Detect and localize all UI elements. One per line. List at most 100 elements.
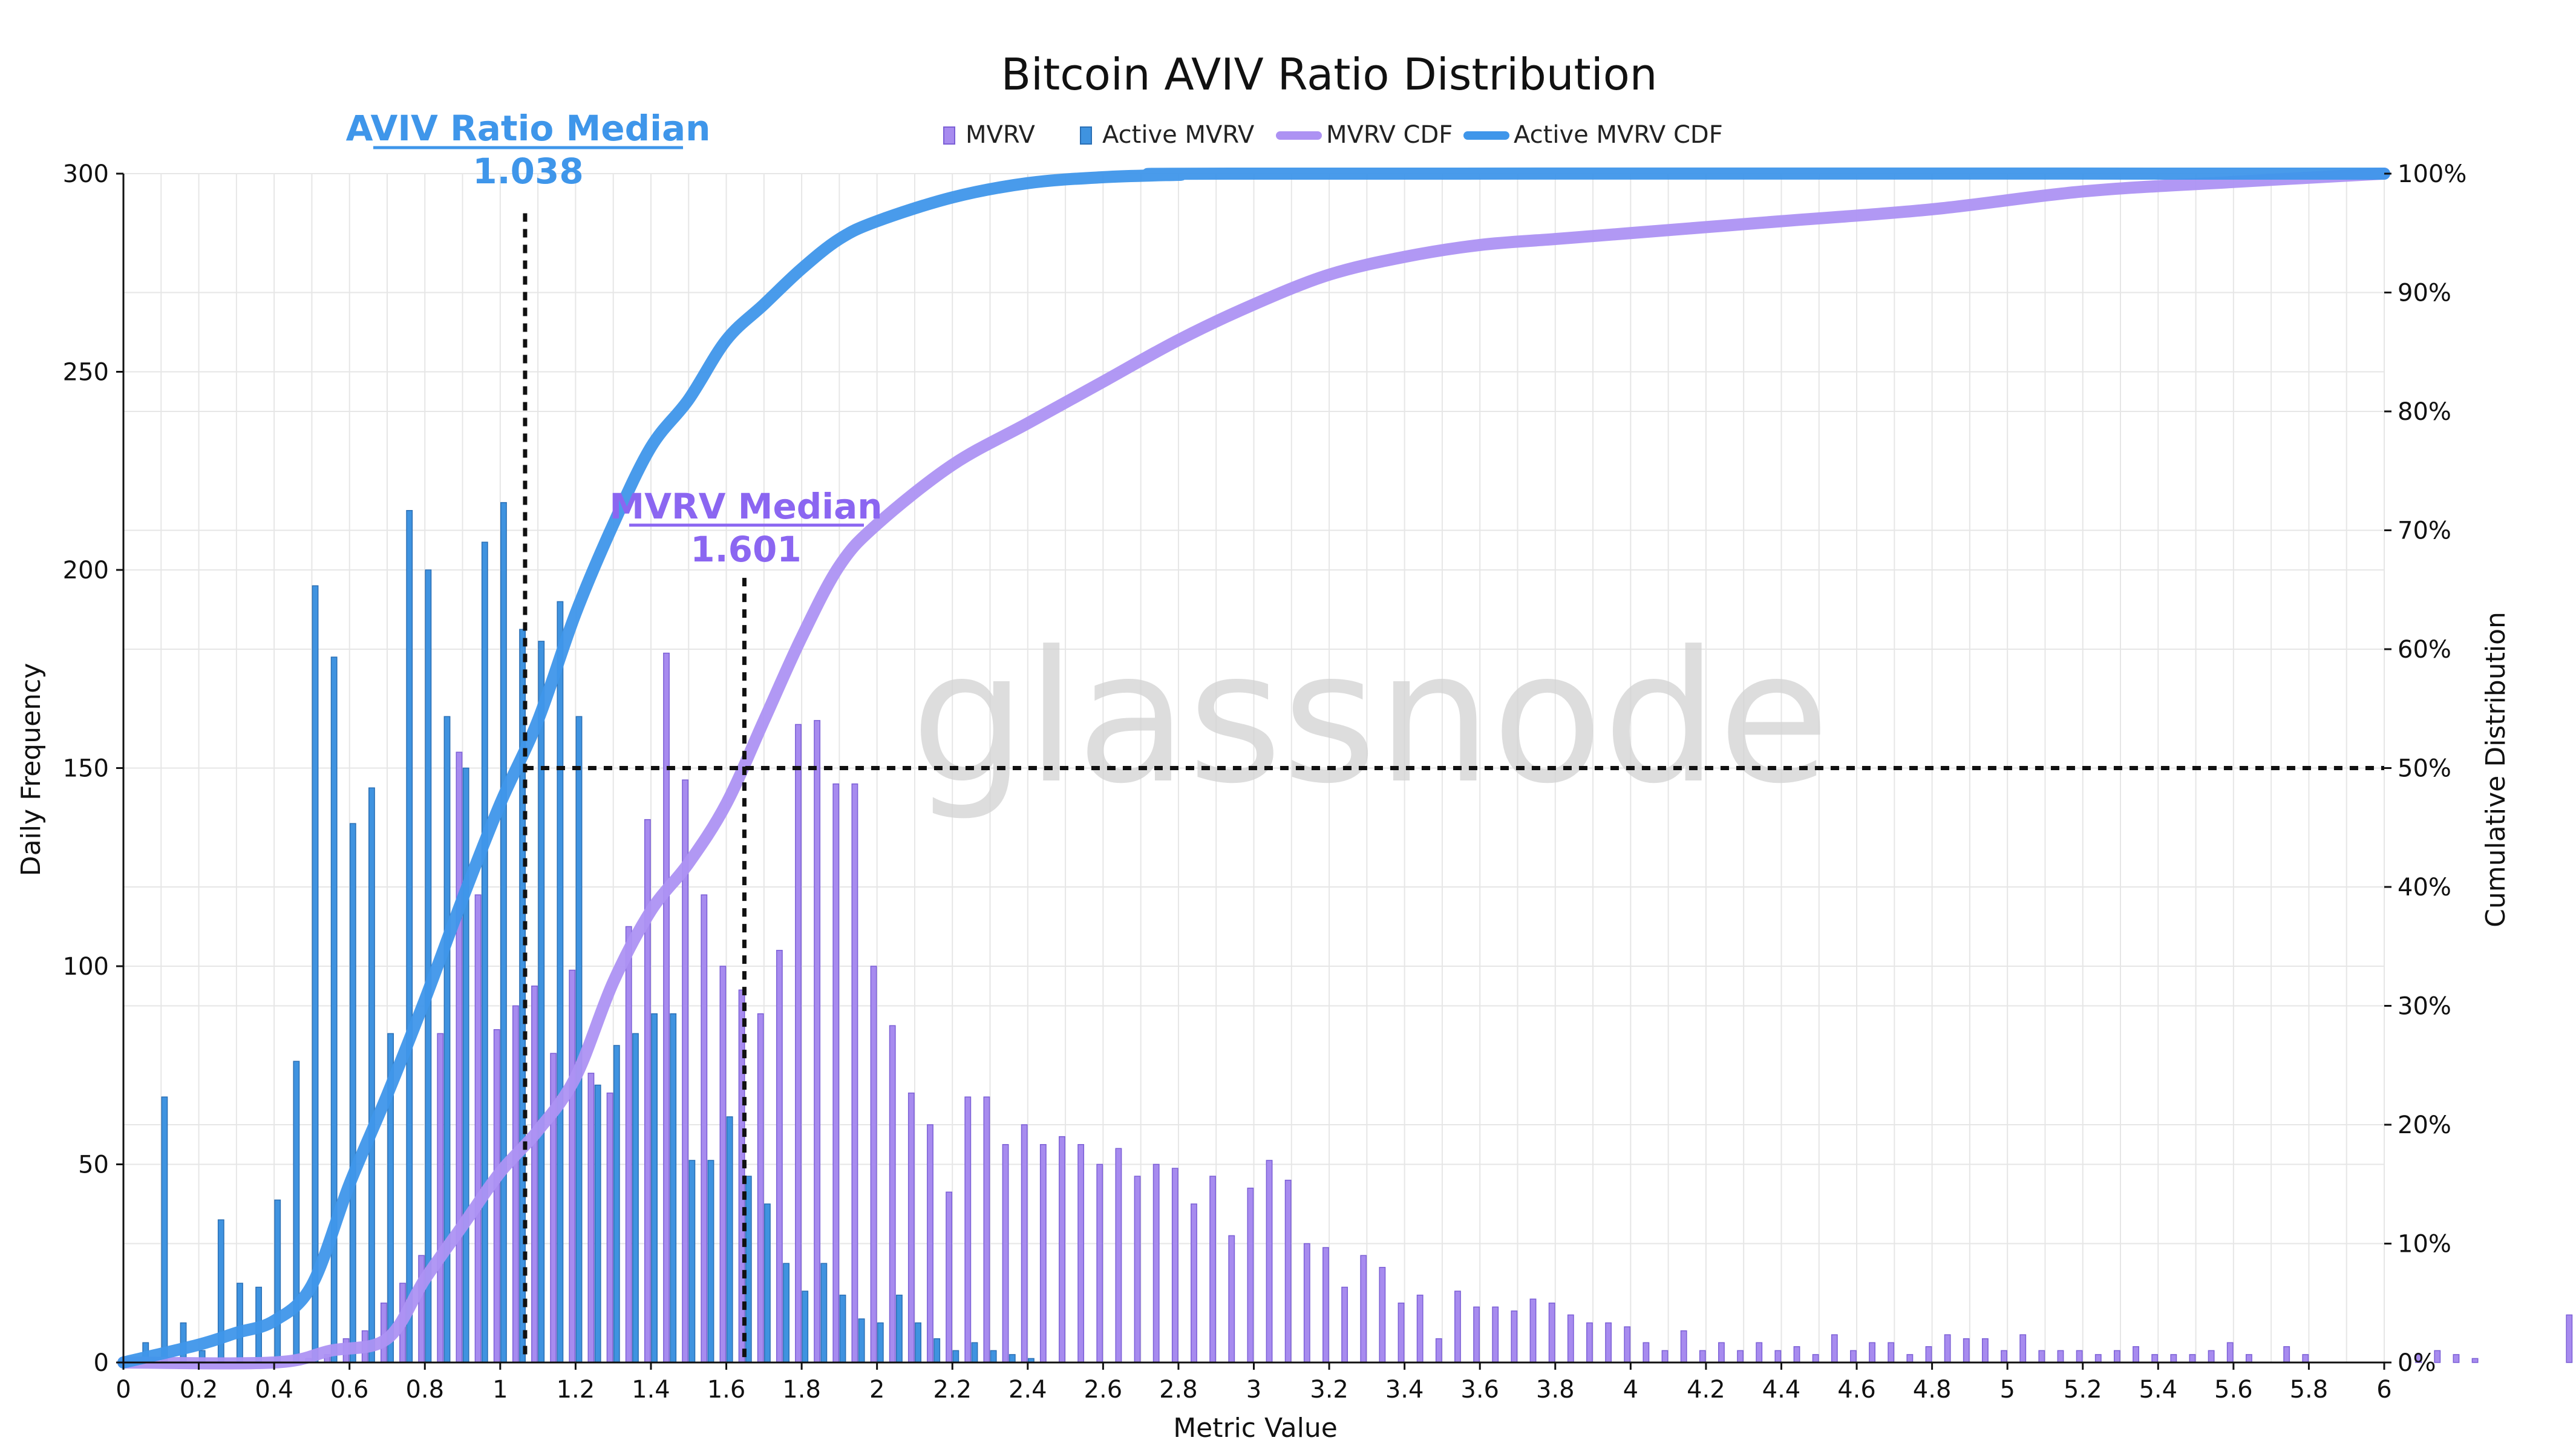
y-tick-label: 0: [94, 1349, 109, 1377]
x-tick-label: 0.6: [330, 1376, 369, 1404]
mvrv-bar: [2283, 1346, 2290, 1363]
active-mvrv-bar: [274, 1199, 281, 1363]
active-mvrv-bar: [745, 1176, 752, 1363]
bars-layer: [142, 502, 2573, 1363]
active-mvrv-bar: [707, 1160, 714, 1363]
y-tick-label: 50: [78, 1151, 109, 1179]
mvrv-bar: [1774, 1350, 1782, 1363]
chart-title: Bitcoin AVIV Ratio Distribution: [1001, 49, 1658, 100]
mvrv-bar: [2057, 1350, 2064, 1363]
mvrv-bar: [2226, 1342, 2234, 1363]
active-mvrv-bar: [481, 541, 488, 1363]
y-tick-label: 200: [63, 557, 109, 584]
x-tick-label: 0.4: [255, 1376, 293, 1404]
x-tick-label: 2.2: [933, 1376, 972, 1404]
mvrv-bar: [2415, 1354, 2422, 1363]
lines-layer: [117, 167, 2390, 1370]
mvrv-bar: [1661, 1350, 1669, 1363]
mvrv-bar: [2453, 1354, 2460, 1363]
x-tick-label: 2.4: [1008, 1376, 1047, 1404]
mvrv-bar: [1511, 1310, 1518, 1363]
mvrv-bar: [2113, 1350, 2120, 1363]
y2-tick-label: 20%: [2398, 1111, 2451, 1139]
mvrv-bar: [2434, 1350, 2441, 1363]
active-mvrv-bar: [500, 502, 507, 1363]
active-mvrv-bar: [670, 1013, 677, 1363]
mvrv-bar: [1906, 1354, 1914, 1363]
mvrv-bar: [1247, 1188, 1254, 1363]
active-mvrv-bar: [783, 1263, 789, 1363]
mvrv-bar: [1643, 1342, 1650, 1363]
x-tick-label: 2.8: [1159, 1376, 1198, 1404]
mvrv-bar: [2019, 1334, 2027, 1363]
active-mvrv-bar: [312, 585, 319, 1363]
active-mvrv-bar: [293, 1061, 300, 1363]
active-mvrv-bar: [349, 823, 356, 1363]
y-tick-label: 300: [63, 160, 109, 188]
mvrv-bar: [2094, 1354, 2102, 1363]
y2-tick-label: 50%: [2398, 755, 2451, 783]
x-tick-label: 5.6: [2214, 1376, 2253, 1404]
y2-tick-label: 70%: [2398, 517, 2451, 545]
mvrv-bar: [1284, 1179, 1292, 1363]
x-tick-label: 6: [2376, 1376, 2391, 1404]
mvrv-bar: [493, 1029, 500, 1363]
active-mvrv-bar: [802, 1290, 809, 1363]
y-tick-label: 100: [63, 953, 109, 981]
active-mvrv-bar: [632, 1033, 639, 1363]
x-tick-label: 3: [1246, 1376, 1261, 1404]
mvrv-bar: [606, 1092, 613, 1363]
x-tick-label: 0.8: [405, 1376, 444, 1404]
active-mvrv-bar: [368, 787, 375, 1363]
mvrv-bar: [1605, 1322, 1612, 1363]
mvrv-bar: [512, 1005, 519, 1363]
mvrv-bar: [1473, 1306, 1480, 1363]
x-tick-label: 4.6: [1837, 1376, 1876, 1404]
active-mvrv-cdf-line: [117, 167, 2390, 1369]
mvrv-bar: [701, 894, 708, 1363]
mvrv-bar: [1680, 1330, 1687, 1363]
mvrv-bar: [1793, 1346, 1800, 1363]
y2-tick-label: 80%: [2398, 398, 2451, 426]
x-tick-label: 1.2: [557, 1376, 595, 1404]
mvrv-bar: [1944, 1334, 1951, 1363]
mvrv-bar: [587, 1073, 595, 1363]
mvrv-bar: [1266, 1160, 1273, 1363]
mvrv-bar: [1209, 1176, 1217, 1363]
mvrv-median-value: 1.601: [690, 529, 801, 570]
mvrv-bar: [889, 1025, 896, 1363]
mvrv-bar: [1341, 1286, 1348, 1363]
mvrv-bar: [1718, 1342, 1725, 1363]
mvrv-bar: [757, 1013, 764, 1363]
mvrv-bar: [795, 724, 802, 1363]
x-tick-label: 0: [116, 1376, 131, 1404]
x-tick-label: 4.8: [1913, 1376, 1952, 1404]
y2-tick-label: 30%: [2398, 993, 2451, 1021]
x-tick-label: 1.8: [782, 1376, 821, 1404]
mvrv-bar: [2038, 1350, 2045, 1363]
mvrv-bar: [1398, 1303, 1405, 1363]
mvrv-bar: [2151, 1354, 2159, 1363]
mvrv-bar: [1869, 1342, 1875, 1363]
x-tick-label: 3.8: [1536, 1376, 1575, 1404]
x-tick-label: 3.6: [1460, 1376, 1499, 1404]
legend-label: MVRV: [966, 121, 1035, 149]
mvrv-bar: [1529, 1298, 1537, 1363]
active-mvrv-bar: [462, 767, 469, 1363]
mvrv-bar: [964, 1096, 972, 1363]
mvrv-bar: [1737, 1350, 1744, 1363]
mvrv-bar: [1379, 1267, 1386, 1363]
mvrv-bar: [1002, 1144, 1009, 1363]
y-axis-title: Daily Frequency: [16, 663, 47, 877]
axes-layer: 0 0.2 0.4 0.6 0.8 1 1.2 1.4 1.6 1.8 2 2.2 2.4 2.6 2.8 3…: [63, 160, 2467, 1404]
active-mvrv-bar: [990, 1350, 997, 1363]
x-tick-label: 1: [492, 1376, 508, 1404]
mvrv-bar: [531, 986, 538, 1363]
active-mvrv-bar: [726, 1116, 733, 1363]
active-mvrv-bar: [877, 1322, 884, 1363]
mvrv-bar: [1435, 1338, 1442, 1363]
x-tick-label: 5.4: [2139, 1376, 2177, 1404]
y2-tick-label: 100%: [2398, 160, 2466, 188]
active-mvrv-bar: [764, 1203, 771, 1363]
active-mvrv-bar: [688, 1160, 696, 1363]
